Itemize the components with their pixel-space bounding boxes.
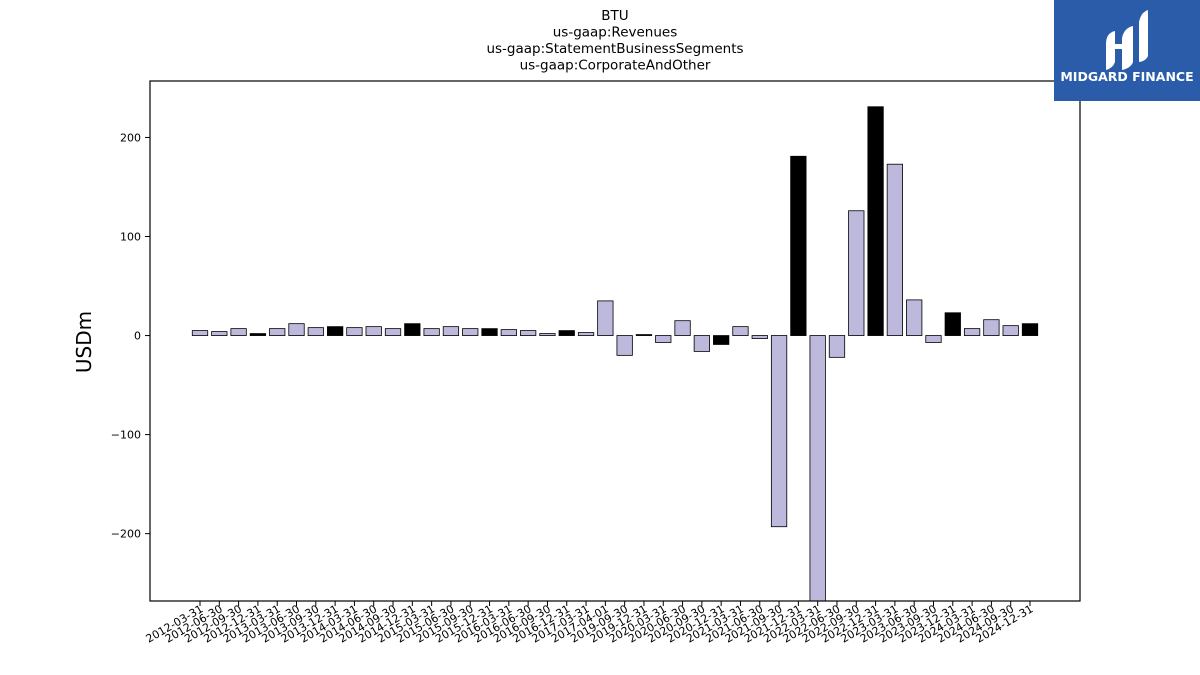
bar (558, 330, 575, 336)
y-axis: −200 −100 0 100 200 (111, 131, 150, 541)
bar (732, 326, 749, 336)
bar (577, 332, 595, 336)
bar (211, 331, 228, 336)
bar (944, 312, 961, 336)
bar (635, 334, 653, 336)
bar (693, 335, 710, 352)
bar (249, 333, 267, 336)
bars (191, 106, 1039, 602)
bar (983, 319, 1000, 336)
bar (520, 330, 537, 336)
title-line: us-gaap:Revenues (553, 25, 678, 41)
title-line: BTU (601, 8, 628, 24)
bar (828, 335, 846, 358)
bar (886, 163, 903, 336)
bar (288, 323, 305, 336)
title-line: us-gaap:CorporateAndOther (520, 58, 711, 74)
bar (597, 300, 614, 336)
y-tick-label: 100 (120, 231, 141, 244)
logo-mark-icon (1106, 10, 1148, 70)
chart-title: BTUus-gaap:Revenuesus-gaap:StatementBusi… (486, 8, 743, 74)
x-axis: 2012-03-312012-06-302012-09-302012-12-31… (144, 601, 1036, 646)
bar (1021, 323, 1039, 336)
title-line: us-gaap:StatementBusinessSegments (486, 41, 743, 57)
bar (1002, 325, 1019, 336)
bar (423, 328, 440, 336)
bar (674, 320, 691, 336)
bar (906, 299, 923, 336)
y-tick-label: −100 (111, 429, 141, 442)
bar (500, 329, 517, 336)
bar (751, 335, 768, 339)
logo-text: MIDGARD FINANCE (1060, 69, 1193, 84)
bar (770, 335, 788, 528)
plot-frame (149, 80, 1081, 602)
bar (462, 328, 479, 336)
bar (365, 326, 382, 336)
bar (326, 326, 344, 336)
bar (848, 210, 865, 336)
bar (867, 106, 884, 336)
midgard-finance-logo: MIDGARD FINANCE (1054, 0, 1200, 101)
bar (655, 335, 672, 343)
bar (230, 328, 247, 336)
y-tick-label: 200 (120, 131, 141, 144)
bar (269, 328, 286, 336)
bar (616, 335, 633, 356)
bar (191, 330, 209, 336)
bar (539, 333, 556, 336)
bar (713, 335, 730, 345)
bar (346, 327, 363, 336)
bar (384, 328, 402, 336)
bar (809, 335, 826, 602)
bar (404, 323, 421, 336)
bar (307, 327, 324, 336)
y-axis-label: USDm (72, 311, 96, 373)
bar (963, 328, 981, 336)
bar (442, 326, 460, 336)
y-tick-label: −200 (111, 528, 141, 541)
y-tick-label: 0 (134, 330, 141, 343)
bar (790, 155, 807, 336)
bar (925, 335, 942, 343)
bar (481, 328, 498, 336)
